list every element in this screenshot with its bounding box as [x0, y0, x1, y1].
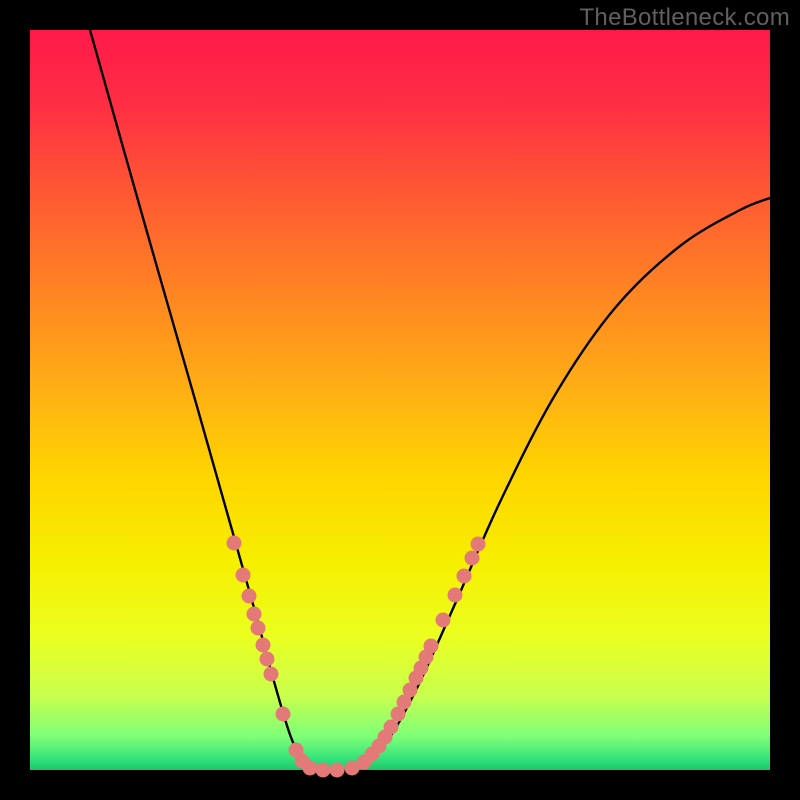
data-marker	[424, 639, 439, 654]
data-marker	[227, 536, 242, 551]
data-marker	[242, 589, 257, 604]
data-marker	[330, 763, 345, 778]
data-marker	[457, 569, 472, 584]
data-marker	[260, 652, 275, 667]
data-marker	[247, 607, 262, 622]
data-marker	[303, 761, 318, 776]
data-marker	[471, 537, 486, 552]
data-marker	[276, 707, 291, 722]
data-marker	[316, 763, 331, 778]
data-marker	[448, 588, 463, 603]
chart-container: TheBottleneck.com	[0, 0, 800, 800]
bottleneck-chart	[0, 0, 800, 800]
data-marker	[236, 568, 251, 583]
watermark-text: TheBottleneck.com	[579, 4, 790, 32]
plot-background	[30, 30, 770, 770]
data-marker	[436, 613, 451, 628]
data-marker	[465, 551, 480, 566]
data-marker	[251, 621, 266, 636]
data-marker	[384, 720, 399, 735]
data-marker	[256, 638, 271, 653]
data-marker	[264, 667, 279, 682]
